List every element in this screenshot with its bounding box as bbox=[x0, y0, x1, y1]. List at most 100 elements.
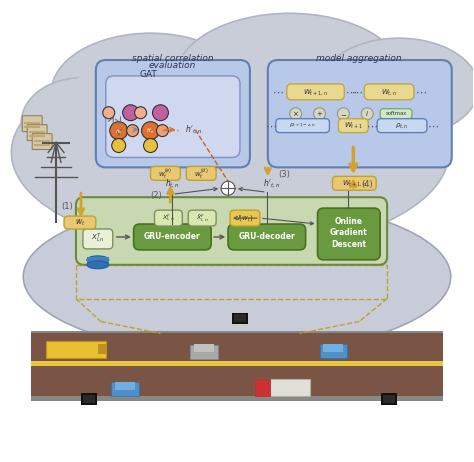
Text: (3): (3) bbox=[278, 170, 290, 179]
Ellipse shape bbox=[11, 53, 449, 252]
Circle shape bbox=[290, 108, 301, 120]
FancyBboxPatch shape bbox=[106, 76, 240, 158]
Text: softmax: softmax bbox=[385, 111, 407, 116]
Bar bbox=[319, 344, 347, 358]
Bar bbox=[194, 344, 214, 352]
FancyBboxPatch shape bbox=[64, 216, 96, 229]
Circle shape bbox=[221, 181, 235, 195]
Text: $h_n$: $h_n$ bbox=[115, 127, 122, 136]
Bar bbox=[323, 344, 343, 352]
Text: $\cdots$: $\cdots$ bbox=[415, 87, 427, 97]
Text: spatial correlation: spatial correlation bbox=[132, 54, 213, 63]
Text: $W_{t+1}$: $W_{t+1}$ bbox=[344, 121, 363, 131]
FancyBboxPatch shape bbox=[377, 119, 427, 133]
Ellipse shape bbox=[87, 256, 109, 264]
Text: $X^F_{l,n}$: $X^F_{l,n}$ bbox=[162, 213, 174, 223]
Bar bbox=[29, 134, 45, 137]
Circle shape bbox=[135, 107, 146, 119]
Bar bbox=[83, 395, 95, 403]
Bar bbox=[34, 140, 50, 141]
Text: $\cdots$: $\cdots$ bbox=[427, 121, 439, 131]
Bar bbox=[255, 379, 270, 396]
FancyBboxPatch shape bbox=[230, 210, 260, 226]
Text: $w_t^{(e)}$: $w_t^{(e)}$ bbox=[158, 166, 173, 181]
FancyBboxPatch shape bbox=[188, 210, 216, 226]
Circle shape bbox=[361, 108, 373, 120]
Text: $\cdots$: $\cdots$ bbox=[366, 121, 378, 131]
Circle shape bbox=[103, 107, 115, 119]
FancyBboxPatch shape bbox=[96, 60, 250, 167]
Text: Online
Gradient
Descent: Online Gradient Descent bbox=[329, 217, 367, 249]
Text: model aggregation: model aggregation bbox=[317, 54, 402, 63]
Text: $W_{t,n}$: $W_{t,n}$ bbox=[381, 87, 397, 97]
FancyBboxPatch shape bbox=[287, 84, 345, 100]
Text: $\rho_{t+1-z,n}$: $\rho_{t+1-z,n}$ bbox=[289, 122, 316, 129]
Bar bbox=[190, 345, 218, 359]
Bar bbox=[46, 341, 106, 358]
Polygon shape bbox=[31, 331, 443, 401]
FancyBboxPatch shape bbox=[83, 229, 113, 249]
Ellipse shape bbox=[51, 33, 250, 152]
Text: $\rho_{t,n}$: $\rho_{t,n}$ bbox=[395, 121, 409, 130]
Text: $\cdots$: $\cdots$ bbox=[272, 87, 284, 97]
Circle shape bbox=[110, 122, 128, 140]
Text: $h'_{t,n}$: $h'_{t,n}$ bbox=[185, 123, 202, 136]
Circle shape bbox=[123, 105, 138, 121]
Text: $\times$: $\times$ bbox=[292, 109, 299, 118]
FancyBboxPatch shape bbox=[151, 166, 180, 180]
Bar bbox=[81, 393, 97, 405]
Text: $\cdots$: $\cdots$ bbox=[351, 87, 363, 97]
Ellipse shape bbox=[23, 200, 451, 354]
Text: evaluation: evaluation bbox=[149, 61, 196, 70]
Text: $\cdots$: $\cdots$ bbox=[346, 87, 357, 97]
Text: (4): (4) bbox=[361, 180, 373, 189]
FancyBboxPatch shape bbox=[268, 60, 452, 167]
Bar bbox=[381, 393, 397, 405]
Circle shape bbox=[153, 105, 168, 121]
Text: $-$: $-$ bbox=[340, 111, 347, 117]
FancyBboxPatch shape bbox=[76, 197, 387, 265]
Circle shape bbox=[337, 108, 349, 120]
Bar bbox=[232, 312, 248, 324]
FancyBboxPatch shape bbox=[318, 208, 380, 260]
Ellipse shape bbox=[21, 78, 141, 167]
Text: $W_{t+1,n}$: $W_{t+1,n}$ bbox=[342, 178, 367, 188]
Text: $W_{t+1,n}$: $W_{t+1,n}$ bbox=[303, 87, 328, 97]
Circle shape bbox=[156, 125, 168, 137]
FancyBboxPatch shape bbox=[364, 84, 414, 100]
Text: $\cdots$: $\cdots$ bbox=[265, 121, 277, 131]
Ellipse shape bbox=[319, 38, 474, 138]
Bar bbox=[255, 379, 310, 396]
Bar bbox=[98, 344, 106, 354]
Ellipse shape bbox=[21, 53, 439, 212]
Bar bbox=[383, 395, 395, 403]
Text: $w_t^{(d)}$: $w_t^{(d)}$ bbox=[194, 166, 209, 181]
Text: $h'_{t,n}$: $h'_{t,n}$ bbox=[263, 178, 281, 190]
Text: $h'_n$: $h'_n$ bbox=[146, 127, 155, 136]
Bar bbox=[87, 257, 109, 265]
FancyBboxPatch shape bbox=[155, 210, 182, 226]
Circle shape bbox=[127, 125, 138, 137]
Bar bbox=[34, 144, 50, 146]
FancyBboxPatch shape bbox=[22, 116, 42, 132]
FancyBboxPatch shape bbox=[27, 125, 47, 140]
FancyBboxPatch shape bbox=[32, 134, 52, 150]
Text: $+$: $+$ bbox=[316, 109, 323, 118]
Circle shape bbox=[144, 139, 157, 152]
Text: $l(w_t)$: $l(w_t)$ bbox=[237, 213, 253, 223]
FancyBboxPatch shape bbox=[228, 224, 306, 250]
Bar bbox=[111, 382, 138, 396]
Text: (2): (2) bbox=[151, 191, 163, 200]
FancyBboxPatch shape bbox=[338, 119, 368, 133]
FancyBboxPatch shape bbox=[276, 119, 329, 133]
Text: $\hat{X}^F_{l,n}$: $\hat{X}^F_{l,n}$ bbox=[196, 213, 209, 223]
Text: $X^T_{l,n}$: $X^T_{l,n}$ bbox=[91, 232, 105, 245]
Bar bbox=[115, 382, 135, 390]
FancyBboxPatch shape bbox=[332, 176, 376, 190]
Bar bbox=[234, 315, 246, 322]
Bar bbox=[24, 126, 40, 128]
Text: (1): (1) bbox=[61, 201, 73, 211]
Text: GRU-encoder: GRU-encoder bbox=[144, 232, 201, 242]
Ellipse shape bbox=[87, 261, 109, 269]
Polygon shape bbox=[31, 361, 443, 366]
